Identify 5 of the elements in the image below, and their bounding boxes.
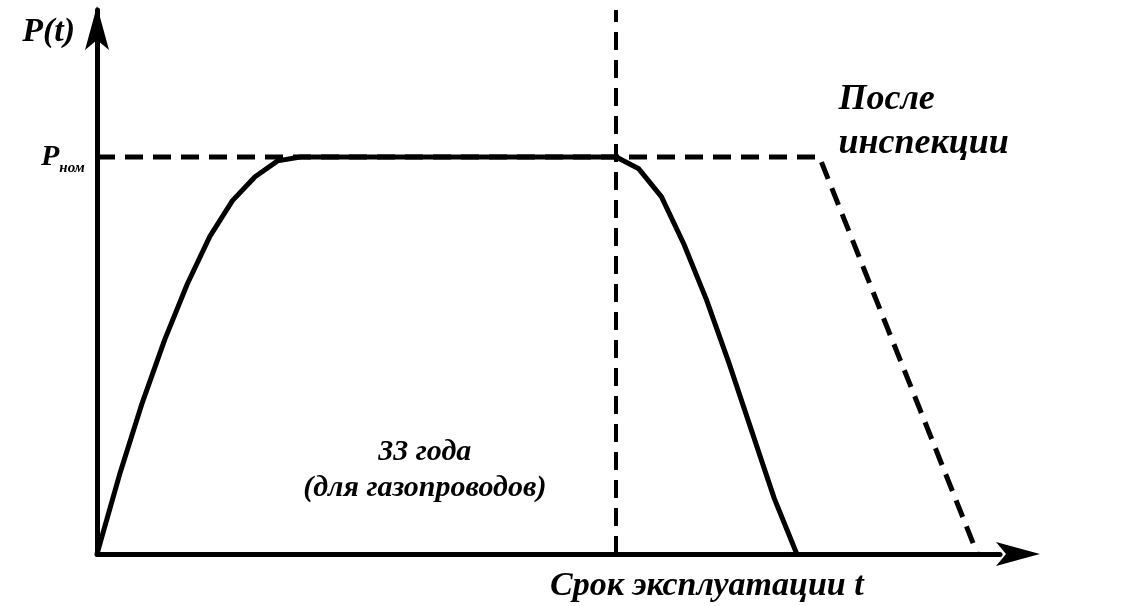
y-axis-title: P(t) — [21, 10, 75, 49]
series-label: После инспекции — [837, 76, 1009, 161]
x-axis-title: Срок эксплуатации t — [550, 564, 866, 602]
text: P$_{ном}$ — [41, 137, 85, 177]
annotation: 33 года (для газопроводов) — [303, 432, 547, 504]
